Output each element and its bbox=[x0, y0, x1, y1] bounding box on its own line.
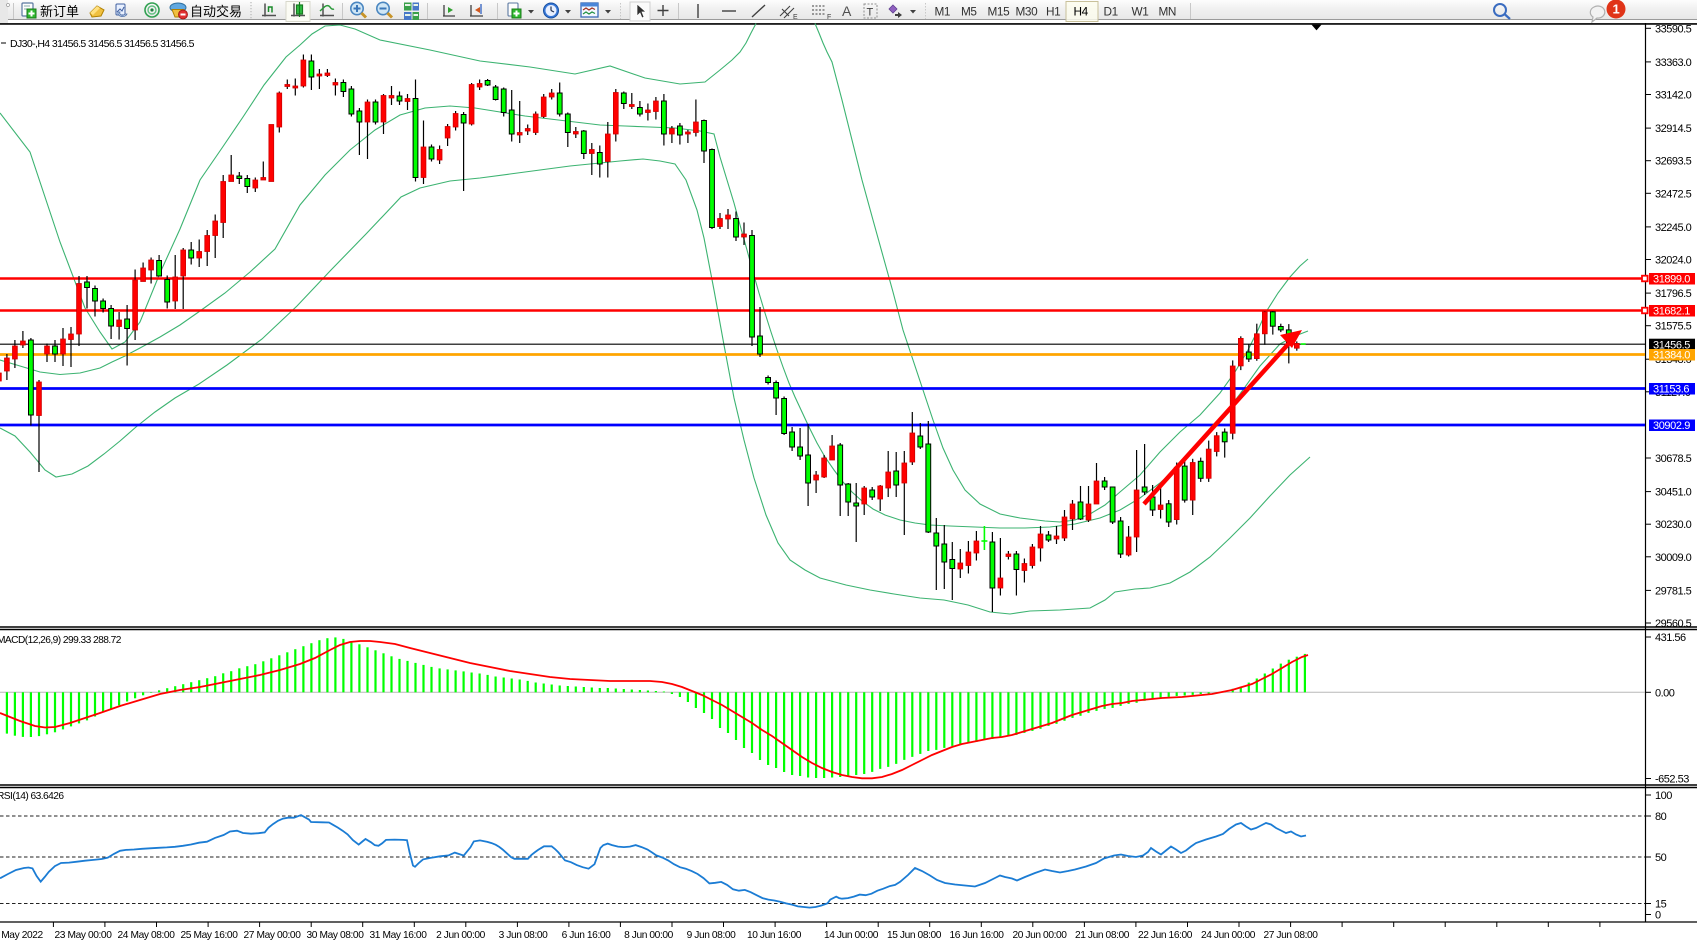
svg-text:-652.53: -652.53 bbox=[1655, 774, 1689, 786]
svg-text:30678.5: 30678.5 bbox=[1655, 453, 1692, 465]
svg-text:RSI(14) 63.6426: RSI(14) 63.6426 bbox=[0, 791, 64, 802]
svg-text:30902.9: 30902.9 bbox=[1653, 420, 1690, 432]
svg-text:31796.5: 31796.5 bbox=[1655, 288, 1692, 300]
svg-text:H1: H1 bbox=[1046, 5, 1060, 19]
svg-text:27 Jun 08:00: 27 Jun 08:00 bbox=[1263, 930, 1318, 941]
svg-text:M30: M30 bbox=[1016, 5, 1039, 19]
svg-text:32472.5: 32472.5 bbox=[1655, 188, 1692, 200]
svg-text:E: E bbox=[793, 14, 798, 21]
svg-text:M1: M1 bbox=[935, 5, 951, 19]
svg-text:A: A bbox=[842, 3, 852, 19]
svg-text:27 May 00:00: 27 May 00:00 bbox=[244, 930, 302, 941]
svg-text:33142.0: 33142.0 bbox=[1655, 90, 1692, 102]
svg-text:M15: M15 bbox=[988, 5, 1011, 19]
svg-text:10 Jun 16:00: 10 Jun 16:00 bbox=[747, 930, 802, 941]
svg-text:MACD(12,26,9) 299.33 288.72: MACD(12,26,9) 299.33 288.72 bbox=[0, 635, 122, 646]
svg-text:0: 0 bbox=[1655, 910, 1661, 922]
svg-text:31153.6: 31153.6 bbox=[1653, 384, 1689, 396]
svg-text:9 Jun 08:00: 9 Jun 08:00 bbox=[687, 930, 737, 941]
svg-text:32693.5: 32693.5 bbox=[1655, 156, 1692, 168]
svg-text:15 Jun 08:00: 15 Jun 08:00 bbox=[887, 930, 942, 941]
svg-text:29560.5: 29560.5 bbox=[1655, 618, 1692, 630]
svg-text:T: T bbox=[867, 7, 874, 19]
svg-text:0.00: 0.00 bbox=[1655, 687, 1675, 699]
svg-text:1: 1 bbox=[1613, 2, 1620, 17]
svg-text:30451.0: 30451.0 bbox=[1655, 487, 1692, 499]
svg-text:431.56: 431.56 bbox=[1655, 632, 1686, 644]
svg-text:25 May 16:00: 25 May 16:00 bbox=[181, 930, 239, 941]
svg-text:31384.0: 31384.0 bbox=[1653, 350, 1690, 362]
svg-text:31575.5: 31575.5 bbox=[1655, 321, 1692, 333]
svg-text:80: 80 bbox=[1655, 811, 1667, 823]
svg-text:50: 50 bbox=[1655, 852, 1667, 864]
svg-text:33590.5: 33590.5 bbox=[1655, 23, 1692, 35]
svg-text:33363.0: 33363.0 bbox=[1655, 57, 1692, 69]
svg-text:32024.0: 32024.0 bbox=[1655, 255, 1692, 267]
svg-text:H4: H4 bbox=[1074, 5, 1089, 19]
svg-text:8 Jun 00:00: 8 Jun 00:00 bbox=[624, 930, 674, 941]
svg-text:32245.0: 32245.0 bbox=[1655, 222, 1692, 234]
svg-text:14 Jun 00:00: 14 Jun 00:00 bbox=[824, 930, 879, 941]
svg-text:新订单: 新订单 bbox=[40, 4, 79, 19]
svg-text:16 Jun 16:00: 16 Jun 16:00 bbox=[949, 930, 1004, 941]
svg-text:自动交易: 自动交易 bbox=[190, 4, 242, 19]
svg-text:DJ30-,H4 31456.5 31456.5 3145: DJ30-,H4 31456.5 31456.5 31456.5 31456.5 bbox=[10, 38, 195, 50]
svg-text:15: 15 bbox=[1655, 899, 1667, 911]
svg-text:24 Jun 00:00: 24 Jun 00:00 bbox=[1201, 930, 1256, 941]
svg-text:100: 100 bbox=[1655, 790, 1672, 802]
svg-text:31682.1: 31682.1 bbox=[1653, 306, 1690, 318]
svg-text:20 Jun 00:00: 20 Jun 00:00 bbox=[1012, 930, 1067, 941]
svg-text:3 Jun 08:00: 3 Jun 08:00 bbox=[499, 930, 549, 941]
svg-text:W1: W1 bbox=[1132, 5, 1149, 19]
svg-text:6 Jun 16:00: 6 Jun 16:00 bbox=[562, 930, 612, 941]
svg-text:22 Jun 16:00: 22 Jun 16:00 bbox=[1138, 930, 1193, 941]
svg-text:MN: MN bbox=[1159, 5, 1177, 19]
svg-text:D1: D1 bbox=[1104, 5, 1118, 19]
svg-text:31456.5: 31456.5 bbox=[1653, 339, 1690, 351]
svg-text:31 May 16:00: 31 May 16:00 bbox=[370, 930, 428, 941]
svg-text:21 Jun 08:00: 21 Jun 08:00 bbox=[1075, 930, 1130, 941]
svg-text:23 May 00:00: 23 May 00:00 bbox=[55, 930, 113, 941]
svg-text:30 May 08:00: 30 May 08:00 bbox=[307, 930, 365, 941]
svg-text:30009.0: 30009.0 bbox=[1655, 552, 1692, 564]
svg-text:May 2022: May 2022 bbox=[1, 930, 43, 941]
svg-text:M5: M5 bbox=[961, 5, 977, 19]
svg-text:2 Jun 00:00: 2 Jun 00:00 bbox=[436, 930, 486, 941]
svg-text:32914.5: 32914.5 bbox=[1655, 123, 1692, 135]
svg-text:24 May 08:00: 24 May 08:00 bbox=[118, 930, 176, 941]
svg-text:30230.0: 30230.0 bbox=[1655, 519, 1692, 531]
svg-text:F: F bbox=[827, 14, 831, 21]
svg-text:31899.0: 31899.0 bbox=[1653, 274, 1690, 286]
svg-text:29781.5: 29781.5 bbox=[1655, 585, 1692, 597]
